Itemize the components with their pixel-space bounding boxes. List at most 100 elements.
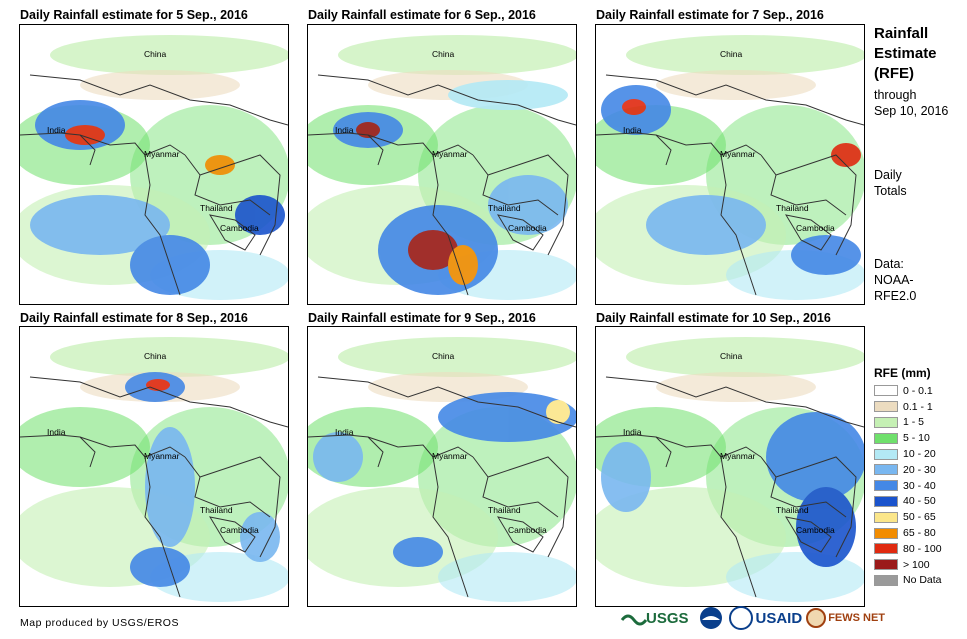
legend-row: 50 - 65 [874, 509, 942, 525]
noaa-logo-icon [699, 607, 722, 629]
daily-label: Daily [874, 168, 902, 182]
legend: 0 - 0.1 0.1 - 1 1 - 5 5 - 10 10 - 20 20 - 30 3… [874, 383, 942, 588]
legend-title: RFE (mm) [874, 366, 931, 380]
label-china: China [432, 351, 455, 361]
legend-row: 10 - 20 [874, 446, 942, 462]
legend-row: > 100 [874, 557, 942, 573]
label-cambodia: Cambodia [220, 223, 259, 233]
legend-swatch [874, 432, 898, 444]
panel-title-5: Daily Rainfall estimate for 9 Sep., 2016 [308, 311, 536, 325]
legend-row: 40 - 50 [874, 494, 942, 510]
label-myanmar: Myanmar [144, 149, 180, 159]
legend-row: 1 - 5 [874, 415, 942, 431]
label-india: India [623, 427, 642, 437]
legend-swatch [874, 543, 898, 555]
panel-title-2: Daily Rainfall estimate for 6 Sep., 2016 [308, 8, 536, 22]
label-china: China [720, 49, 743, 59]
legend-swatch [874, 448, 898, 460]
legend-label: 65 - 80 [903, 527, 936, 540]
legend-row: 5 - 10 [874, 430, 942, 446]
usgs-logo-icon [620, 614, 648, 626]
rainfall-map-5: China India Myanmar Thailand Cambodia [307, 326, 577, 607]
panel-title-4: Daily Rainfall estimate for 8 Sep., 2016 [20, 311, 248, 325]
panel-title-3: Daily Rainfall estimate for 7 Sep., 2016 [596, 8, 824, 22]
label-china: China [144, 49, 167, 59]
label-myanmar: Myanmar [144, 451, 180, 461]
legend-swatch [874, 495, 898, 507]
legend-row: 65 - 80 [874, 525, 942, 541]
label-thailand: Thailand [488, 505, 521, 515]
legend-row: 20 - 30 [874, 462, 942, 478]
legend-row: 80 - 100 [874, 541, 942, 557]
legend-label: 1 - 5 [903, 416, 925, 429]
map-credit: Map produced by USGS/EROS [20, 617, 179, 629]
legend-swatch [874, 511, 898, 523]
label-india: India [47, 427, 66, 437]
label-myanmar: Myanmar [432, 149, 468, 159]
legend-label: 10 - 20 [903, 448, 936, 461]
usaid-logo-text: USAID [755, 609, 803, 627]
label-myanmar: Myanmar [720, 451, 756, 461]
panel-title-1: Daily Rainfall estimate for 5 Sep., 2016 [20, 8, 248, 22]
legend-row: No Data [874, 573, 942, 589]
label-thailand: Thailand [200, 505, 233, 515]
legend-label: 0.1 - 1 [903, 400, 933, 413]
legend-label: 0 - 0.1 [903, 384, 933, 397]
label-myanmar: Myanmar [720, 149, 756, 159]
rainfall-map-3: China India Myanmar Thailand Cambodia [595, 24, 865, 305]
label-cambodia: Cambodia [508, 525, 547, 535]
usgs-logo-text: USGS [646, 609, 689, 627]
legend-label: 80 - 100 [903, 542, 942, 555]
fewsnet-logo-icon [806, 608, 827, 628]
label-china: China [720, 351, 743, 361]
legend-swatch [874, 527, 898, 539]
label-cambodia: Cambodia [220, 525, 259, 535]
legend-row: 0.1 - 1 [874, 399, 942, 415]
panel-title-6: Daily Rainfall estimate for 10 Sep., 201… [596, 311, 831, 325]
label-thailand: Thailand [776, 203, 809, 213]
label-china: China [432, 49, 455, 59]
legend-row: 30 - 40 [874, 478, 942, 494]
legend-swatch [874, 480, 898, 492]
legend-swatch [874, 401, 898, 413]
data-label: Data: [874, 257, 904, 271]
legend-row: 0 - 0.1 [874, 383, 942, 399]
rainfall-map-1: China India Myanmar Thailand Cambodia [19, 24, 289, 305]
legend-label: 50 - 65 [903, 511, 936, 524]
label-cambodia: Cambodia [508, 223, 547, 233]
label-thailand: Thailand [776, 505, 809, 515]
totals-label: Totals [874, 184, 907, 198]
legend-label: 20 - 30 [903, 463, 936, 476]
logo-strip: USGS USAID FEWS NET [620, 606, 885, 630]
legend-label: No Data [903, 574, 942, 587]
label-cambodia: Cambodia [796, 525, 835, 535]
through-date: Sep 10, 2016 [874, 104, 949, 118]
label-thailand: Thailand [200, 203, 233, 213]
legend-label: 40 - 50 [903, 495, 936, 508]
label-india: India [47, 125, 66, 135]
legend-swatch [874, 574, 898, 586]
data-source-2: RFE2.0 [874, 289, 917, 303]
legend-swatch [874, 385, 898, 397]
legend-label: > 100 [903, 558, 930, 571]
legend-swatch [874, 416, 898, 428]
fewsnet-logo-text: FEWS NET [828, 612, 886, 624]
rainfall-map-4: China India Myanmar Thailand Cambodia [19, 326, 289, 607]
rfe-title: Rainfall Estimate (RFE) [874, 25, 937, 82]
label-myanmar: Myanmar [432, 451, 468, 461]
usaid-seal-icon [728, 606, 753, 630]
legend-swatch [874, 559, 898, 571]
rainfall-map-6: China India Myanmar Thailand Cambodia [595, 326, 865, 607]
data-source-1: NOAA- [874, 273, 914, 287]
label-thailand: Thailand [488, 203, 521, 213]
label-india: India [623, 125, 642, 135]
through-label: through [874, 88, 917, 102]
label-india: India [335, 125, 354, 135]
legend-swatch [874, 464, 898, 476]
label-china: China [144, 351, 167, 361]
legend-label: 30 - 40 [903, 479, 936, 492]
rainfall-map-2: China India Myanmar Thailand Cambodia [307, 24, 577, 305]
legend-label: 5 - 10 [903, 432, 930, 445]
label-cambodia: Cambodia [796, 223, 835, 233]
label-india: India [335, 427, 354, 437]
